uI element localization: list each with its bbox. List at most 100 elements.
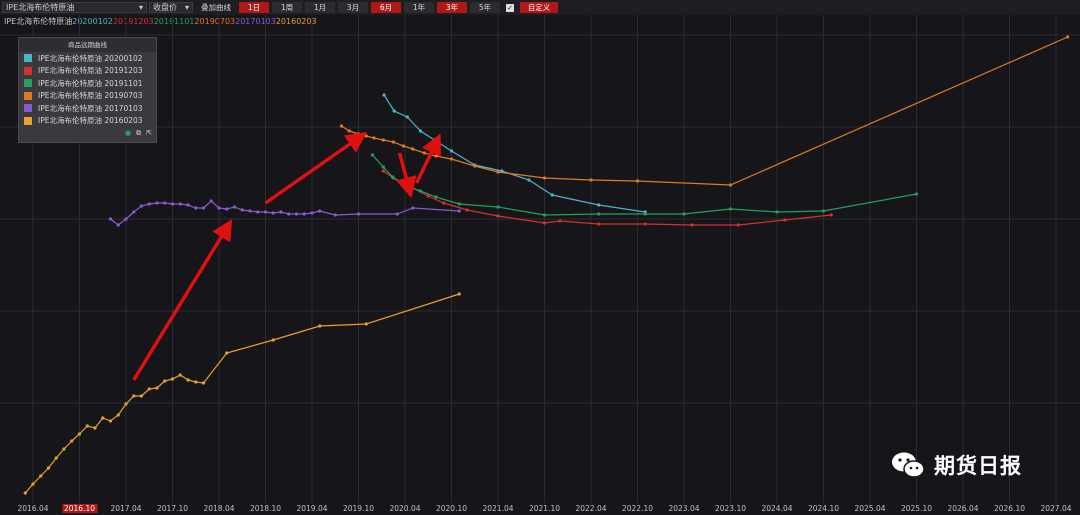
data-point xyxy=(449,149,454,153)
data-point xyxy=(728,183,733,187)
data-point xyxy=(405,115,409,119)
legend-item-label: IPE北海布伦特原油 20191101 xyxy=(38,78,143,88)
legend-item[interactable]: IPE北海布伦特原油 20200102 xyxy=(19,52,156,65)
x-tick-label: 2025.10 xyxy=(900,504,933,513)
legend-item[interactable]: IPE北海布伦特原油 20191203 xyxy=(19,65,156,78)
data-point xyxy=(821,209,826,213)
series-line xyxy=(383,94,646,213)
data-point xyxy=(496,214,500,218)
period-button[interactable]: 3月 xyxy=(338,2,368,13)
data-point xyxy=(527,178,531,182)
x-tick-label: 2017.04 xyxy=(110,504,142,513)
data-point xyxy=(728,207,733,211)
data-point xyxy=(147,202,151,206)
legend-swatch xyxy=(24,104,32,113)
data-point xyxy=(391,175,395,179)
x-tick-label: 2020.10 xyxy=(435,504,468,513)
data-point xyxy=(116,413,120,417)
watermark: 期货日报 xyxy=(890,450,1022,480)
data-point xyxy=(294,212,299,216)
data-point xyxy=(240,208,244,212)
legend-swatch xyxy=(24,66,32,75)
data-point xyxy=(411,206,415,210)
data-point xyxy=(178,202,182,206)
data-point xyxy=(542,221,547,225)
legend-item[interactable]: IPE北海布伦特原油 20160203 xyxy=(19,115,156,128)
period-buttons: 1日 1周 1月 3月 6月 1年 3年 5年 xyxy=(236,2,500,13)
legend-tools: ● ⧉ ⇱ xyxy=(125,129,152,138)
x-axis: 2016.04 2016.10 2017.04 2017.10 2018.04 2018.… xyxy=(0,503,1080,515)
period-button[interactable]: 1周 xyxy=(272,2,302,13)
period-button[interactable]: 6月 xyxy=(371,2,401,13)
data-point xyxy=(783,218,787,222)
data-point xyxy=(364,134,368,138)
data-point xyxy=(232,205,237,209)
legend-item-label: IPE北海布伦特原油 20200102 xyxy=(38,53,143,63)
commodity-select[interactable]: IPE北海布伦特原油 ▾ xyxy=(2,2,147,13)
legend-item[interactable]: IPE北海布伦特原油 20191101 xyxy=(19,77,156,90)
series-line xyxy=(110,200,460,226)
data-point xyxy=(108,217,113,221)
data-point xyxy=(457,292,461,296)
data-point xyxy=(170,202,175,206)
checkbox-icon[interactable]: ✓ xyxy=(506,3,514,12)
data-point xyxy=(147,387,151,391)
x-tick-label: 2024.04 xyxy=(761,504,793,513)
legend-swatch xyxy=(24,91,32,100)
period-button[interactable]: 5年 xyxy=(470,2,500,13)
data-point xyxy=(914,192,919,196)
series-20170103 xyxy=(108,199,461,227)
legend-item[interactable]: IPE北海布伦特原油 20170103 xyxy=(19,102,156,115)
data-point xyxy=(381,169,385,173)
custom-range-button[interactable]: 自定义 xyxy=(520,2,558,13)
subtitle-dates: 2020010220191203201911012019070320170103… xyxy=(72,17,316,26)
legend-item[interactable]: IPE北海布伦特原油 20190703 xyxy=(19,90,156,103)
legend-color-icon[interactable]: ● xyxy=(125,129,132,137)
data-point xyxy=(101,416,105,420)
data-point xyxy=(279,210,283,214)
data-point xyxy=(364,322,368,326)
legend-panel[interactable]: 商品远期曲线 IPE北海布伦特原油 20200102 IPE北海布伦特原油 201… xyxy=(18,37,157,143)
period-button[interactable]: 1日 xyxy=(239,2,269,13)
legend-export-icon[interactable]: ⇱ xyxy=(146,129,152,137)
data-point xyxy=(124,402,128,406)
x-tick-label: 2023.10 xyxy=(714,504,747,513)
data-point xyxy=(318,209,322,213)
overlay-curve-button[interactable]: 叠加曲线 xyxy=(201,3,231,12)
subtitle-date: 20160203 xyxy=(275,17,317,26)
x-tick-label: 2023.04 xyxy=(668,504,700,513)
period-button[interactable]: 1月 xyxy=(305,2,335,13)
data-point xyxy=(597,212,601,216)
data-point xyxy=(70,439,74,443)
chevron-down-icon: ▾ xyxy=(138,3,143,12)
data-point xyxy=(434,154,438,158)
data-point xyxy=(392,109,396,113)
data-point xyxy=(85,424,89,428)
data-point xyxy=(62,447,66,451)
data-point xyxy=(201,206,206,210)
period-button[interactable]: 1年 xyxy=(404,2,434,13)
data-point xyxy=(434,195,438,199)
series-line xyxy=(24,293,460,494)
data-point xyxy=(124,217,128,221)
data-point xyxy=(271,338,275,342)
series-line xyxy=(341,36,1068,186)
wechat-icon xyxy=(892,452,925,478)
series-20160203 xyxy=(23,292,461,495)
series-20190703 xyxy=(339,35,1070,187)
subtitle-date: 20200102 xyxy=(72,17,113,26)
subtitle-date: 20190703 xyxy=(194,17,236,26)
data-point xyxy=(46,466,51,470)
period-button[interactable]: 3年 xyxy=(437,2,467,13)
data-point xyxy=(736,223,740,227)
data-point xyxy=(457,209,461,213)
legend-settings-icon[interactable]: ⧉ xyxy=(136,129,142,137)
price-type-select[interactable]: 收盘价 ▾ xyxy=(149,2,193,13)
data-point xyxy=(209,199,213,203)
data-point xyxy=(248,209,252,213)
series-20191101 xyxy=(370,153,919,217)
data-point xyxy=(465,208,469,212)
data-point xyxy=(271,211,275,215)
data-point xyxy=(54,456,58,460)
data-point xyxy=(225,351,229,355)
